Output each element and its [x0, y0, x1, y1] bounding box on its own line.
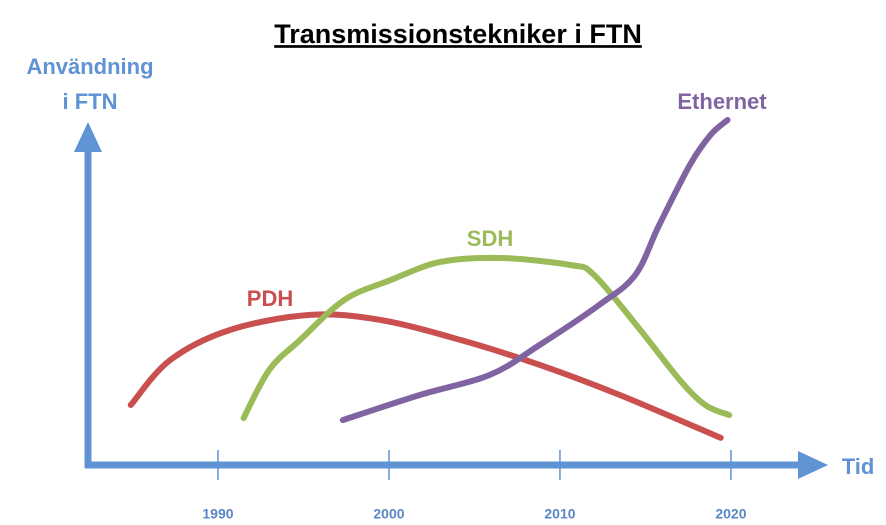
x-tick-label: 1990	[202, 506, 233, 522]
x-tick-label: 2020	[715, 506, 746, 522]
x-tick-label: 2010	[544, 506, 575, 522]
series-line	[127, 311, 724, 441]
series-label: PDH	[247, 286, 293, 311]
series-line	[339, 116, 731, 424]
y-axis-arrow	[74, 122, 102, 152]
x-axis-arrow	[798, 451, 828, 479]
chart-title: Transmissionstekniker i FTN	[274, 19, 642, 49]
series-label: SDH	[467, 226, 513, 251]
x-tick-label: 2000	[373, 506, 404, 522]
series-label: Ethernet	[677, 89, 767, 114]
y-axis-label: i FTN	[63, 89, 118, 114]
series-line	[240, 254, 733, 422]
y-axis-label: Användning	[26, 54, 153, 79]
x-axis-label: Tid	[842, 454, 875, 479]
